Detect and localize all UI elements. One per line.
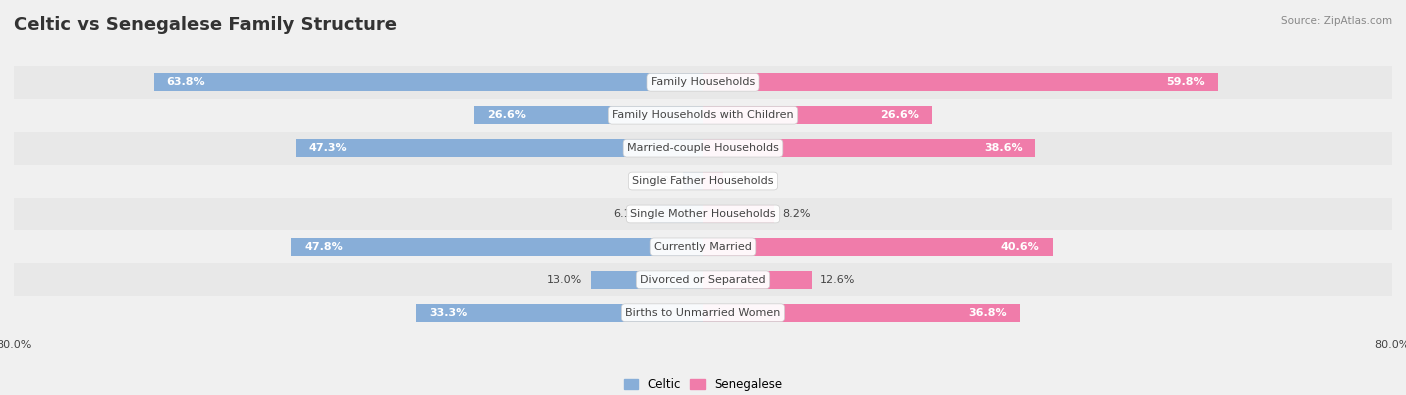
Bar	[14, 66, 1392, 99]
Bar	[14, 263, 1392, 296]
Bar	[703, 238, 1053, 256]
Text: 38.6%: 38.6%	[984, 143, 1022, 153]
Text: 8.2%: 8.2%	[782, 209, 811, 219]
Text: 26.6%: 26.6%	[880, 110, 920, 120]
Text: Family Households: Family Households	[651, 77, 755, 87]
Text: Divorced or Separated: Divorced or Separated	[640, 275, 766, 285]
Text: Celtic vs Senegalese Family Structure: Celtic vs Senegalese Family Structure	[14, 16, 396, 34]
Bar	[703, 304, 1019, 322]
Text: 6.1%: 6.1%	[613, 209, 643, 219]
Bar	[683, 172, 703, 190]
Text: Currently Married: Currently Married	[654, 242, 752, 252]
Bar	[14, 132, 1392, 165]
Text: 63.8%: 63.8%	[166, 77, 205, 87]
Text: Family Households with Children: Family Households with Children	[612, 110, 794, 120]
Bar	[474, 106, 703, 124]
Bar	[14, 296, 1392, 329]
Bar	[703, 73, 1218, 91]
Bar	[651, 205, 703, 223]
Text: Single Father Households: Single Father Households	[633, 176, 773, 186]
Text: 36.8%: 36.8%	[969, 308, 1007, 318]
Text: Source: ZipAtlas.com: Source: ZipAtlas.com	[1281, 16, 1392, 26]
Text: 2.3%: 2.3%	[731, 176, 759, 186]
Bar	[591, 271, 703, 289]
Bar	[416, 304, 703, 322]
Legend: Celtic, Senegalese: Celtic, Senegalese	[624, 378, 782, 391]
Text: 59.8%: 59.8%	[1167, 77, 1205, 87]
Bar	[14, 99, 1392, 132]
Bar	[14, 165, 1392, 198]
Text: 40.6%: 40.6%	[1001, 242, 1039, 252]
Bar	[153, 73, 703, 91]
Text: Single Mother Households: Single Mother Households	[630, 209, 776, 219]
Text: Births to Unmarried Women: Births to Unmarried Women	[626, 308, 780, 318]
Bar	[291, 238, 703, 256]
Bar	[703, 205, 773, 223]
Text: Married-couple Households: Married-couple Households	[627, 143, 779, 153]
Bar	[14, 230, 1392, 263]
Bar	[14, 198, 1392, 230]
Bar	[703, 172, 723, 190]
Bar	[295, 139, 703, 157]
Text: 47.3%: 47.3%	[308, 143, 347, 153]
Text: 47.8%: 47.8%	[304, 242, 343, 252]
Text: 12.6%: 12.6%	[820, 275, 855, 285]
Bar	[703, 139, 1035, 157]
Text: 2.3%: 2.3%	[647, 176, 675, 186]
Text: 13.0%: 13.0%	[547, 275, 582, 285]
Bar	[703, 106, 932, 124]
Bar	[703, 271, 811, 289]
Text: 26.6%: 26.6%	[486, 110, 526, 120]
Text: 33.3%: 33.3%	[429, 308, 467, 318]
